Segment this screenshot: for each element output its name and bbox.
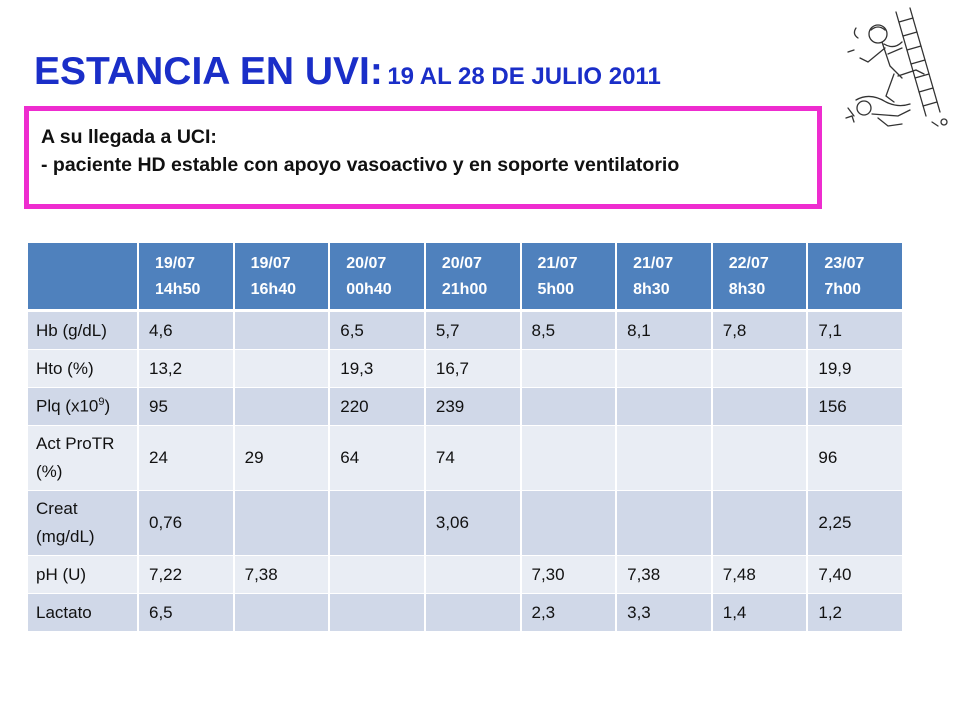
table-cell: 29 — [233, 425, 331, 491]
table-cell: 16,7 — [424, 349, 522, 388]
column-header: 19/07 16h40 — [233, 243, 331, 312]
table-cell: 6,5 — [329, 310, 426, 350]
column-header: 20/07 21h00 — [424, 243, 522, 312]
table-cell — [329, 555, 426, 594]
table-cell: 1,2 — [807, 593, 904, 632]
table-cell: 7,48 — [711, 555, 809, 594]
table-row: Act ProTR (%) 24 29 64 74 96 — [28, 425, 904, 491]
table-cell: 2,25 — [807, 490, 904, 556]
arrival-heading: A su llegada a UCI: — [41, 126, 217, 148]
arrival-summary-box: A su llegada a UCI: - paciente HD establ… — [24, 106, 822, 209]
column-header: 20/07 00h40 — [329, 243, 426, 312]
table-cell: 7,30 — [520, 555, 618, 594]
table-cell — [329, 593, 426, 632]
table-cell — [520, 349, 618, 388]
column-header: 19/07 14h50 — [138, 243, 235, 312]
table-row: Hb (g/dL) 4,6 6,5 5,7 8,5 8,1 7,8 7,1 — [28, 310, 904, 350]
table-cell: 8,1 — [616, 310, 713, 350]
table-cell — [711, 349, 809, 388]
table-cell: 19,9 — [807, 349, 904, 388]
table-cell — [711, 387, 809, 426]
row-label: Hb (g/dL) — [28, 310, 139, 350]
page-title: ESTANCIA EN UVI: 19 AL 28 DE JULIO 2011 — [34, 50, 661, 94]
table-row: Hto (%) 13,2 19,3 16,7 19,9 — [28, 349, 904, 388]
column-header: 22/07 8h30 — [711, 243, 809, 312]
table-cell — [711, 425, 809, 491]
row-label: Creat (mg/dL) — [28, 490, 139, 556]
table-cell: 4,6 — [138, 310, 235, 350]
table-cell — [424, 555, 522, 594]
table-cell: 3,06 — [424, 490, 522, 556]
table-cell: 96 — [807, 425, 904, 491]
table-cell — [616, 387, 713, 426]
table-cell — [520, 490, 618, 556]
table-cell: 74 — [424, 425, 522, 491]
lab-results-table: 19/07 14h50 19/07 16h40 20/07 00h40 20/07 21… — [28, 243, 904, 632]
table-cell — [233, 490, 331, 556]
column-header: 21/07 8h30 — [616, 243, 713, 312]
table-cell: 7,40 — [807, 555, 904, 594]
table-cell: 95 — [138, 387, 235, 426]
table-cell: 239 — [424, 387, 522, 426]
table-cell: 5,7 — [424, 310, 522, 350]
table-cell: 13,2 — [138, 349, 235, 388]
table-row: Plq (x109) 95 220 239 156 — [28, 387, 904, 426]
table-cell: 220 — [329, 387, 426, 426]
row-label: pH (U) — [28, 555, 139, 594]
arrival-detail: - paciente HD estable con apoyo vasoacti… — [41, 154, 680, 176]
table-cell — [616, 349, 713, 388]
table-cell: 7,22 — [138, 555, 235, 594]
table-cell — [424, 593, 522, 632]
table-header-row: 19/07 14h50 19/07 16h40 20/07 00h40 20/07 21… — [28, 243, 904, 312]
table-cell — [520, 425, 618, 491]
column-header: 23/07 7h00 — [807, 243, 904, 312]
table-cell — [233, 310, 331, 350]
table-cell — [520, 387, 618, 426]
table-cell — [233, 593, 331, 632]
table-row: Lactato 6,5 2,3 3,3 1,4 1,2 — [28, 593, 904, 632]
table-cell: 6,5 — [138, 593, 235, 632]
table-row: pH (U) 7,22 7,38 7,30 7,38 7,48 7,40 — [28, 555, 904, 594]
man-falling-off-ladder-illustration — [845, 7, 948, 127]
table-cell — [616, 425, 713, 491]
row-label: Hto (%) — [28, 349, 139, 388]
column-header: 21/07 5h00 — [520, 243, 618, 312]
row-label: Plq (x109) — [28, 387, 139, 426]
table-cell: 7,8 — [711, 310, 809, 350]
table-cell: 2,3 — [520, 593, 618, 632]
table-cell — [616, 490, 713, 556]
table-cell: 0,76 — [138, 490, 235, 556]
table-cell — [329, 490, 426, 556]
table-cell: 7,1 — [807, 310, 904, 350]
table-cell: 8,5 — [520, 310, 618, 350]
table-cell: 1,4 — [711, 593, 809, 632]
row-label: Lactato — [28, 593, 139, 632]
table-cell: 7,38 — [616, 555, 713, 594]
table-cell: 156 — [807, 387, 904, 426]
table-cell — [233, 349, 331, 388]
table-row: Creat (mg/dL) 0,76 3,06 2,25 — [28, 490, 904, 556]
title-main: ESTANCIA EN UVI: — [34, 50, 383, 93]
row-label: Act ProTR (%) — [28, 425, 139, 491]
table-cell — [233, 387, 331, 426]
table-corner-cell — [28, 243, 139, 312]
table-cell: 24 — [138, 425, 235, 491]
table-cell: 3,3 — [616, 593, 713, 632]
table-cell — [711, 490, 809, 556]
table-cell: 19,3 — [329, 349, 426, 388]
title-subtitle: 19 AL 28 DE JULIO 2011 — [387, 63, 661, 90]
table-cell: 64 — [329, 425, 426, 491]
table-cell: 7,38 — [233, 555, 331, 594]
